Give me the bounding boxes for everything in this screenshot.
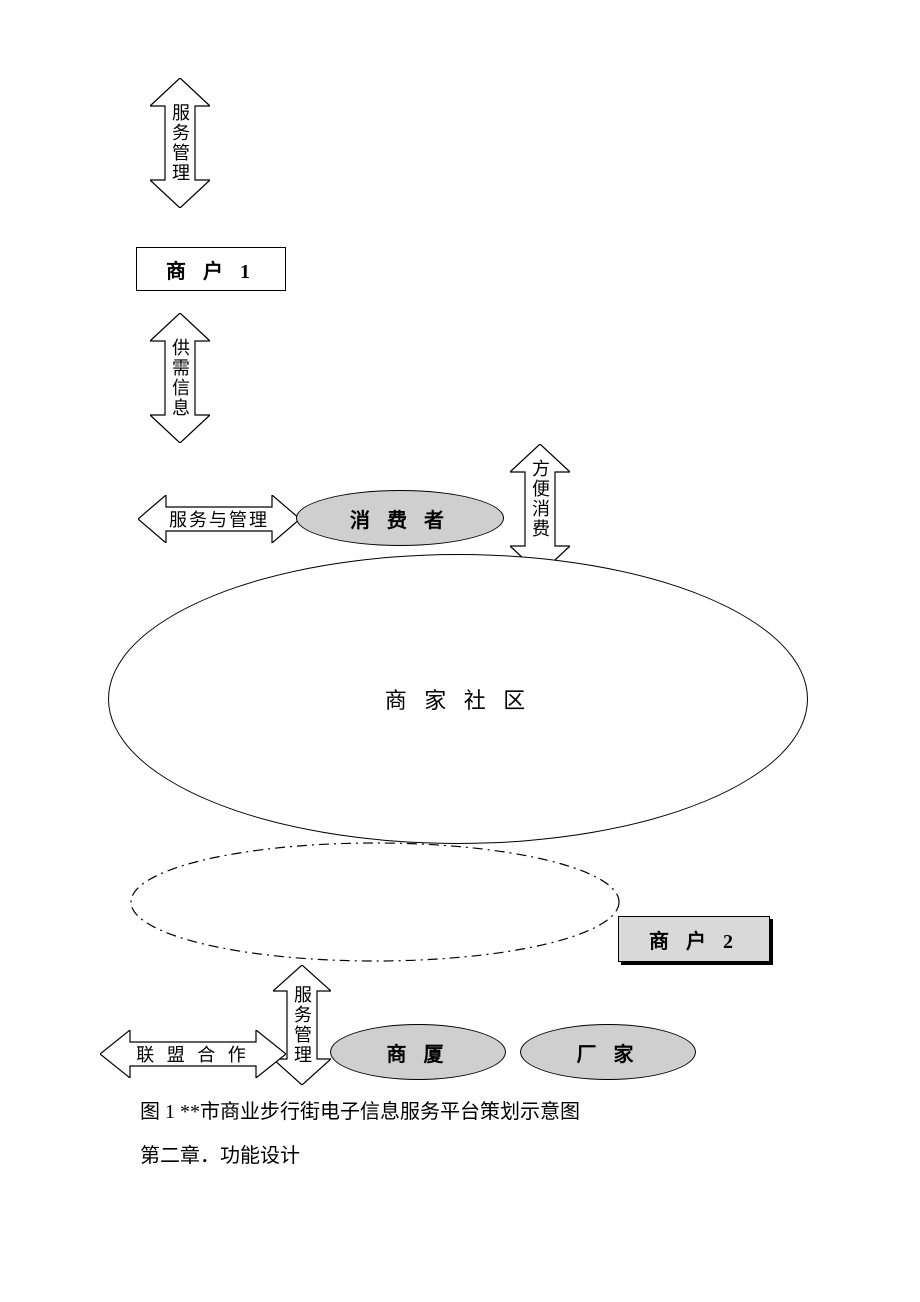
ellipse-label: 消 费 者: [350, 504, 450, 533]
ellipse-factory: 厂 家: [520, 1024, 696, 1080]
ellipse-dashed: [130, 842, 620, 962]
diagram-canvas: www.bdocx.com 服务管理 供需信息 方便消费 服务管理 服务与管理: [0, 0, 920, 1302]
box-merchant-1: 商 户 1: [136, 247, 286, 291]
ellipse-label: 厂 家: [577, 1038, 640, 1067]
h-arrow-service-and-mgmt: 服务与管理: [138, 495, 300, 543]
box-label: 商 户 1: [166, 255, 256, 284]
v-arrow-service-mgmt-1: 服务管理: [150, 78, 210, 208]
h-arrow-label: 联 盟 合 作: [136, 1041, 250, 1067]
caption-figure: 图 1 **市商业步行街电子信息服务平台策划示意图: [140, 1094, 580, 1130]
v-arrow-label: 供需信息: [167, 338, 193, 418]
v-arrow-supply-demand: 供需信息: [150, 313, 210, 443]
ellipse-merchant-zone: 商 家 社 区: [108, 554, 808, 844]
v-arrow-convenient: 方便消费: [510, 444, 570, 574]
h-arrow-label: 服务与管理: [169, 506, 269, 532]
v-arrow-label: 方便消费: [527, 459, 553, 539]
ellipse-consumer: 消 费 者: [296, 490, 504, 546]
box-merchant-2: 商 户 2: [618, 916, 770, 962]
ellipse-mall: 商 厦: [330, 1024, 506, 1080]
ellipse-label: 商 厦: [387, 1038, 450, 1067]
v-arrow-label: 服务管理: [167, 103, 193, 183]
box-label: 商 户 2: [649, 925, 739, 954]
caption-chapter: 第二章．功能设计: [140, 1138, 300, 1174]
v-arrow-label: 服务管理: [289, 985, 315, 1065]
ellipse-label: 商 家 社 区: [385, 683, 532, 715]
h-arrow-alliance-coop: 联 盟 合 作: [100, 1030, 286, 1078]
